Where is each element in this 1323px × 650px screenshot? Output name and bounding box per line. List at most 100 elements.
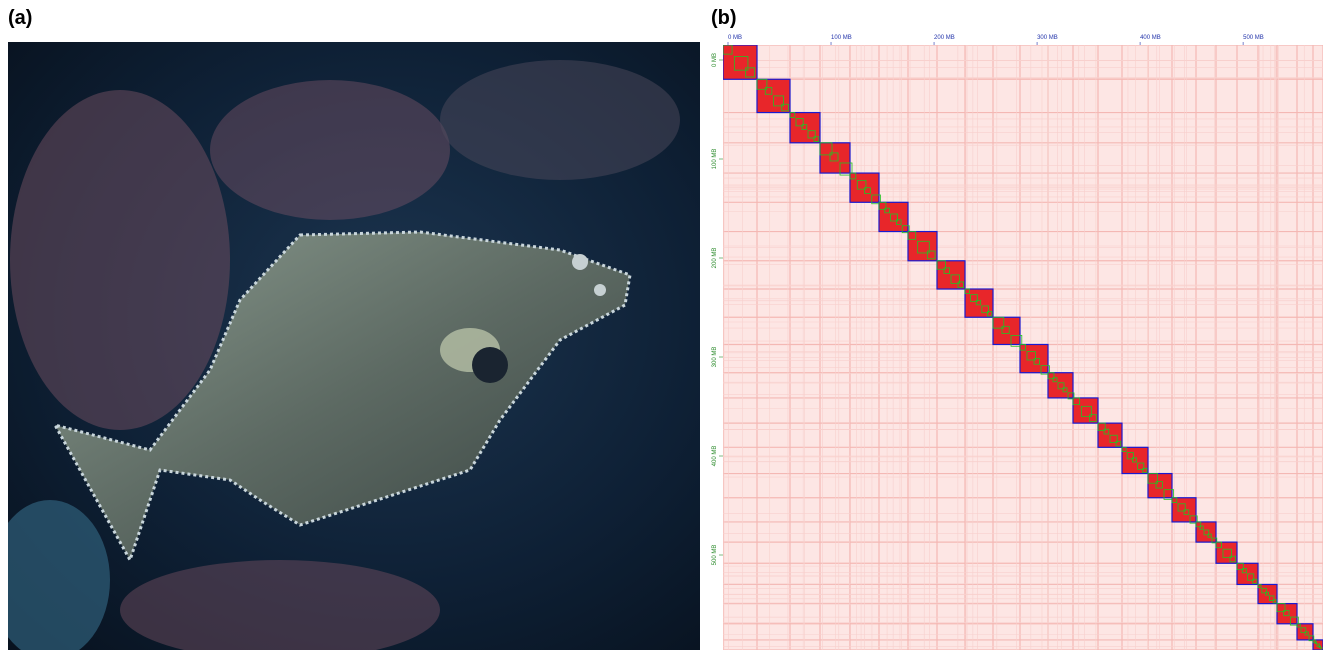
contig-box [1199, 525, 1204, 530]
panel-label: (a) [8, 7, 32, 29]
chromosome-block [1019, 343, 1049, 374]
y-axis-label: 100 MB [712, 149, 718, 170]
contig-box [745, 67, 756, 78]
contig-box [1072, 397, 1081, 406]
contig-box [1040, 365, 1050, 375]
contig-box [801, 124, 808, 130]
x-axis-label: 500 MB [1243, 35, 1264, 41]
contig-box [896, 219, 902, 225]
contig-box [864, 187, 871, 194]
x-axis-label: 100 MB [831, 35, 852, 41]
contig-box [917, 240, 930, 254]
chromosome-block [819, 142, 851, 174]
contig-box [981, 305, 989, 314]
contig-box [1115, 440, 1122, 447]
contig-box [950, 274, 960, 284]
contig-box [849, 172, 857, 180]
contig-box [789, 112, 796, 118]
contig-box [1147, 473, 1159, 484]
x-axis-label: 0 MB [728, 35, 742, 41]
contig-box [901, 225, 910, 234]
chromosome-block [1257, 583, 1278, 605]
contig-box [1142, 467, 1148, 473]
contig-box [1300, 627, 1307, 634]
contig-box [1183, 509, 1190, 516]
contig-box [1236, 562, 1244, 571]
contig-box [1247, 573, 1255, 581]
contig-box [1276, 603, 1286, 613]
contig-box [987, 311, 993, 317]
contig-box [970, 294, 978, 302]
contig-box [1296, 623, 1301, 628]
contig-box [1171, 497, 1178, 503]
contig-box [1019, 344, 1026, 351]
contig-box [1252, 578, 1258, 584]
contig-box [1269, 595, 1275, 601]
contig-box [936, 260, 946, 270]
chromosome-block [907, 230, 938, 262]
chromosome-block [1215, 541, 1238, 564]
contig-box [992, 316, 1005, 329]
contig-box [1163, 489, 1175, 500]
contig-box [856, 179, 867, 190]
contig-box [1241, 568, 1247, 574]
contig-box [1215, 541, 1222, 549]
contig-box [1121, 446, 1127, 452]
x-axis-label: 200 MB [934, 35, 955, 41]
contig-box [1211, 537, 1218, 544]
contig-box [813, 136, 820, 142]
contig-box [781, 103, 789, 112]
contig-box [1316, 643, 1320, 647]
contig-box [1222, 548, 1232, 559]
contig-box [1318, 645, 1322, 648]
contig-box [723, 45, 733, 55]
contig-box [839, 162, 853, 176]
contig-box [1229, 555, 1236, 563]
contig-box [1010, 334, 1023, 347]
contig-box [1052, 377, 1058, 383]
panel-label: (b) [711, 7, 737, 29]
contig-box [907, 231, 917, 240]
contig-box [1314, 641, 1318, 644]
contig-box [1155, 481, 1163, 489]
contig-box [957, 281, 964, 289]
y-axis-label: 0 MB [712, 53, 718, 67]
y-axis-label: 200 MB [712, 248, 718, 269]
contig-box [1261, 587, 1267, 594]
x-axis-label: 400 MB [1140, 35, 1161, 41]
contig-box [926, 250, 936, 260]
contig-box [756, 78, 768, 90]
contig-box [1177, 503, 1186, 512]
contig-box [1207, 533, 1212, 538]
x-axis-label: 300 MB [1037, 35, 1058, 41]
contig-box [1080, 405, 1092, 417]
contig-box [829, 152, 839, 162]
chromosome-block [1072, 397, 1099, 424]
contig-box [1047, 372, 1055, 380]
contig-box [1308, 635, 1315, 642]
contig-box [943, 267, 950, 274]
contig-box [1283, 609, 1290, 617]
y-axis-label: 400 MB [712, 446, 718, 467]
chromosome-block [878, 201, 909, 233]
contig-box [1067, 392, 1075, 400]
chromosome-block [1171, 497, 1197, 523]
contig-box [773, 95, 784, 107]
contig-box [795, 118, 804, 127]
contig-box [884, 207, 890, 214]
contig-box [1312, 639, 1316, 643]
chromosome-block [992, 316, 1021, 346]
contig-box [733, 56, 749, 71]
map-axes: 0 MB 100 MB 200 MB 300 MB 400 MB 500 MB 0 MB 10… [712, 35, 1264, 565]
contig-box [1097, 422, 1106, 431]
contig-box [975, 299, 982, 306]
chromosome-block [1276, 603, 1298, 625]
contig-box [1189, 515, 1198, 524]
contig-box [764, 87, 773, 95]
contig-box [1057, 382, 1065, 390]
contig-box [1257, 584, 1262, 588]
contig-box [819, 142, 833, 156]
contig-box [1203, 529, 1210, 536]
contig-box [807, 130, 816, 139]
